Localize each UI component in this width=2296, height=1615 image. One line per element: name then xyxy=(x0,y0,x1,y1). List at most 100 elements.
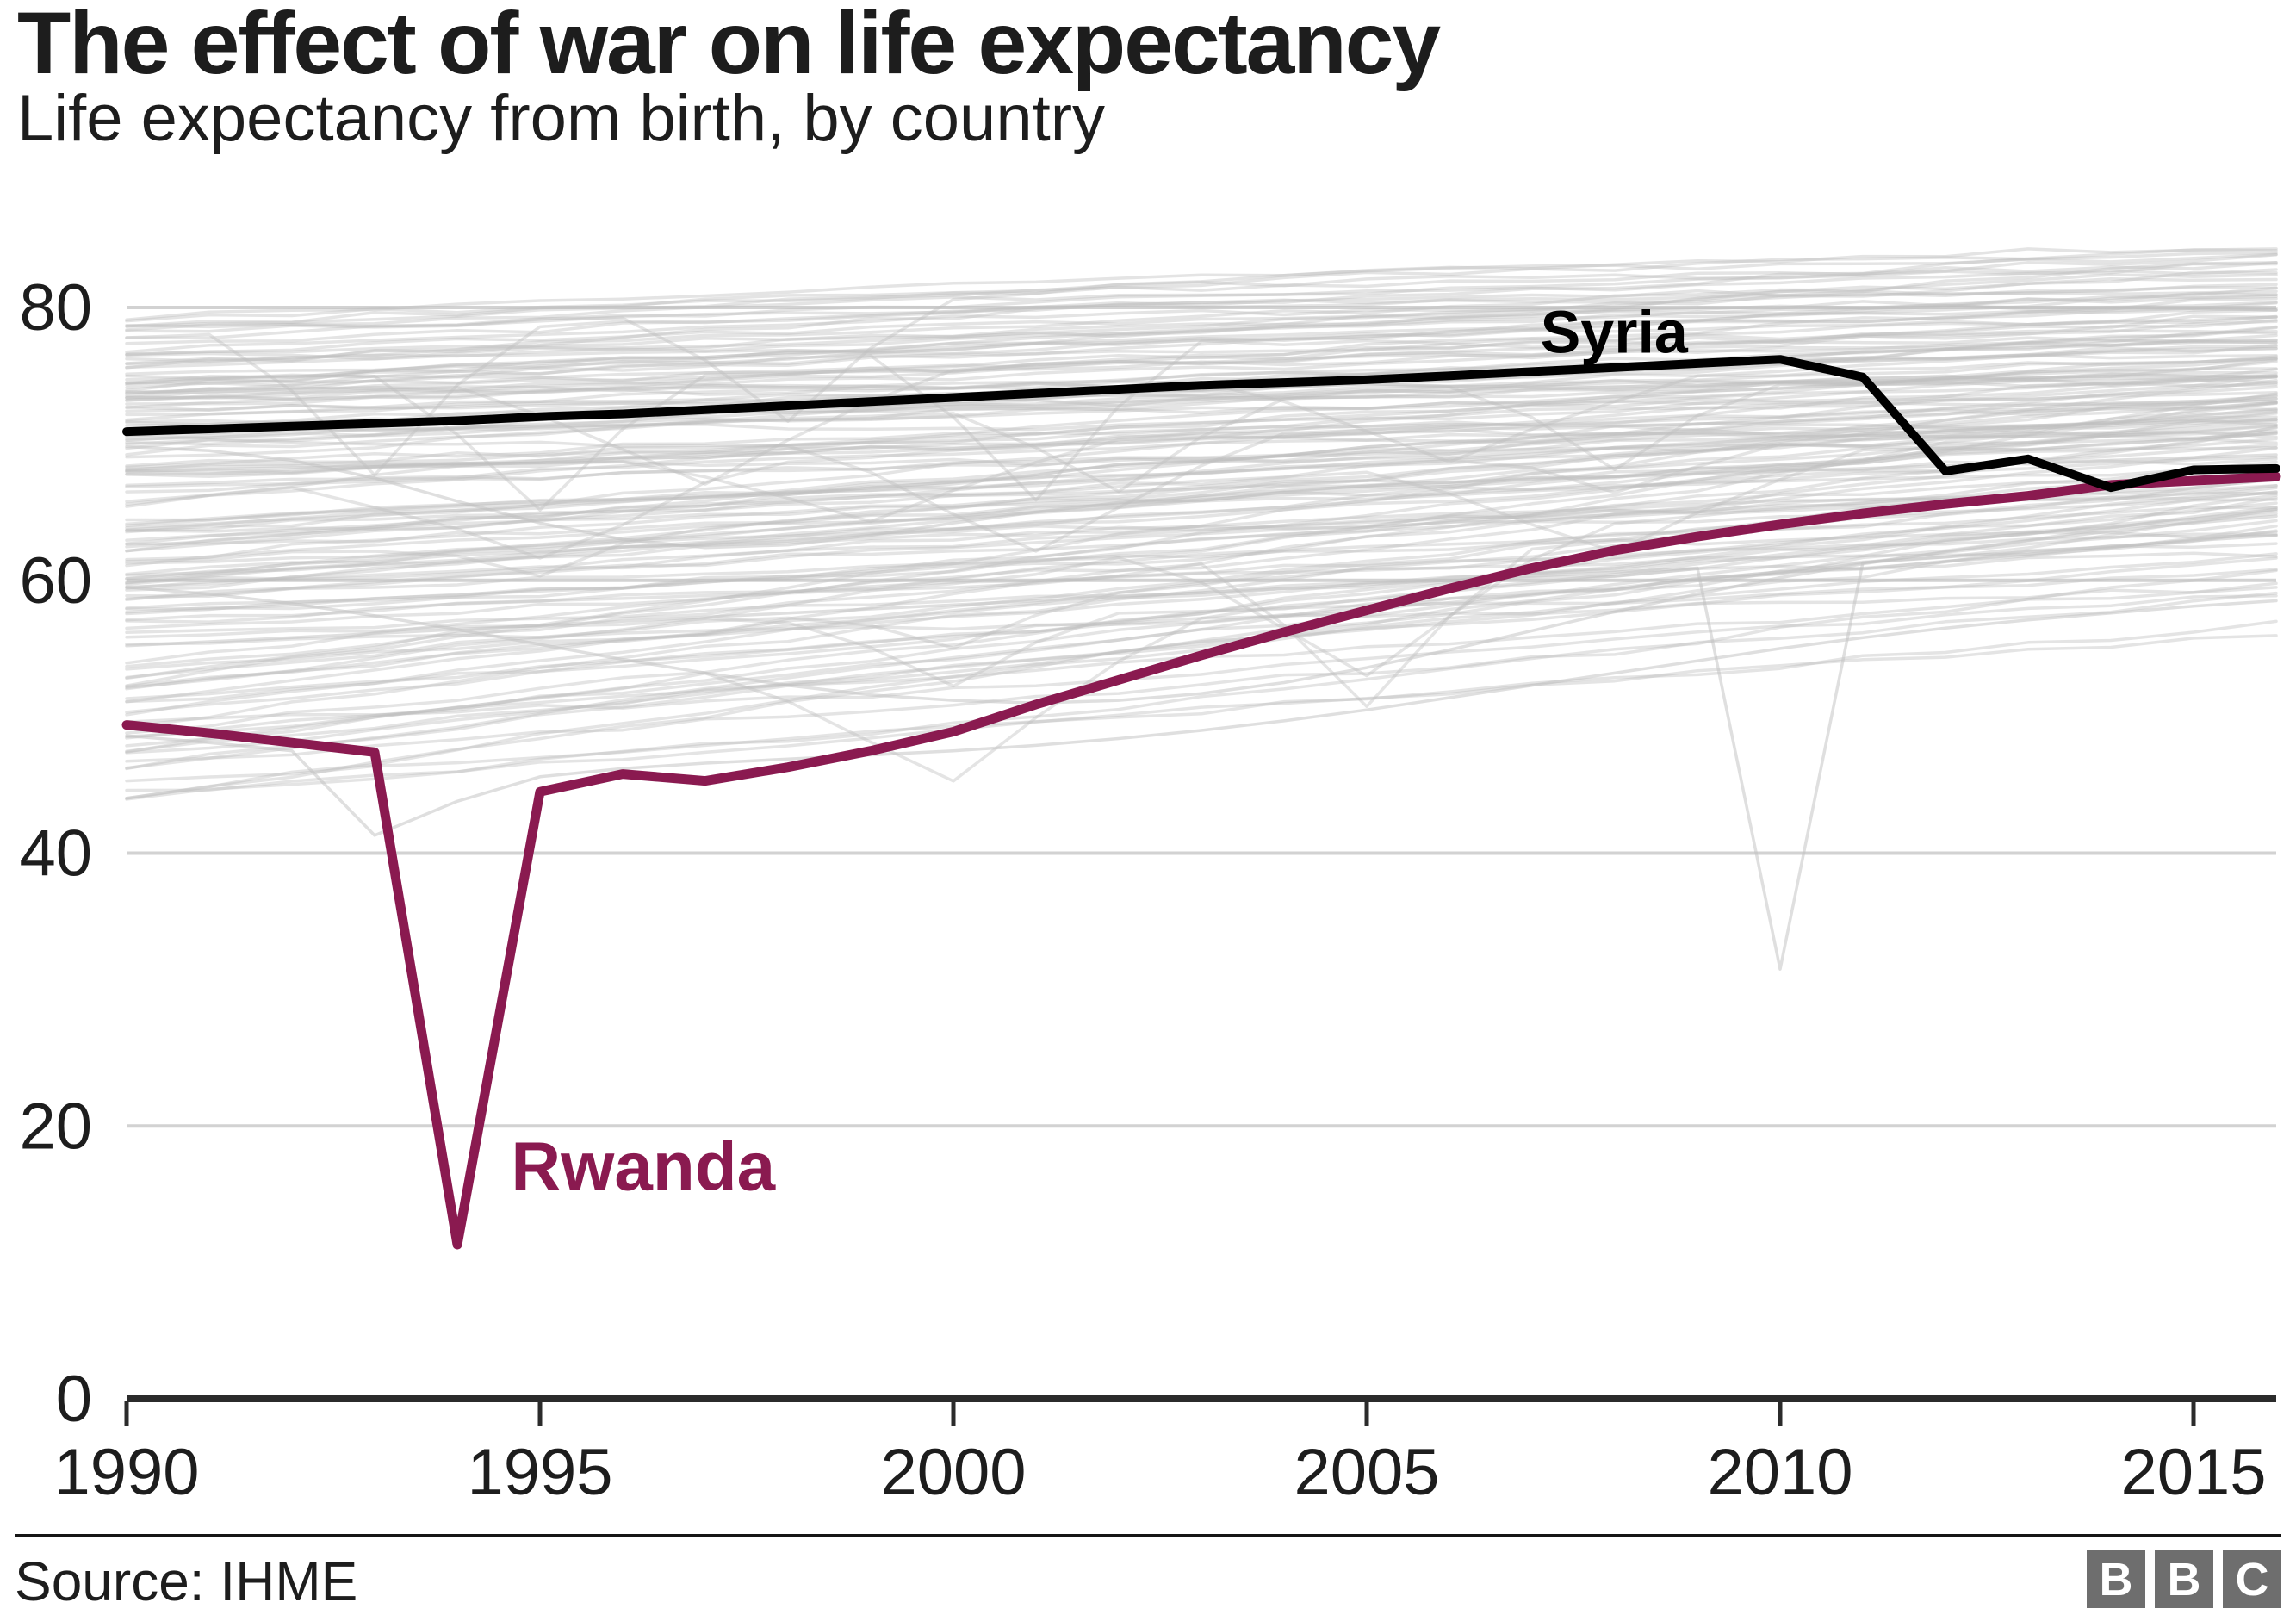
background-country-line xyxy=(125,277,2278,370)
background-country-line xyxy=(125,469,2278,678)
background-country-line xyxy=(125,619,2278,783)
background-country-line xyxy=(125,295,2278,393)
background-country-line xyxy=(125,457,2278,546)
bbc-logo-block-2: B xyxy=(2155,1550,2213,1608)
background-country-line xyxy=(125,345,2278,401)
footer-divider xyxy=(15,1534,2281,1537)
background-country-line xyxy=(125,394,2278,543)
background-country-line xyxy=(125,307,2278,386)
background-country-line xyxy=(125,359,2278,560)
background-country-line-notable xyxy=(125,444,2278,550)
background-country-line xyxy=(125,501,2278,680)
background-country-line xyxy=(125,314,2278,394)
background-country-line xyxy=(125,486,2278,714)
background-country-line xyxy=(125,507,2278,688)
background-country-line xyxy=(125,318,2278,512)
source-text: Source: IHME xyxy=(15,1550,358,1612)
background-country-line xyxy=(125,394,2278,578)
background-country-line xyxy=(125,556,2278,754)
background-country-line xyxy=(125,375,2278,432)
background-country-line xyxy=(125,568,2278,801)
y-tick-label: 0 xyxy=(56,1363,92,1436)
background-country-line xyxy=(125,467,2278,601)
x-tick-label: 2010 xyxy=(1707,1436,1852,1509)
background-country-line xyxy=(125,251,2278,328)
background-country-line xyxy=(125,410,2278,488)
bbc-logo-letter: B xyxy=(2167,1553,2201,1606)
background-country-line xyxy=(125,397,2278,524)
series-label-rwanda: Rwanda xyxy=(511,1128,775,1205)
background-country-line xyxy=(125,367,2278,506)
background-country-line xyxy=(125,392,2278,691)
page-subtitle: Life expectancy from birth, by country xyxy=(17,82,1106,155)
background-country-line xyxy=(125,460,2278,590)
background-country-line xyxy=(125,477,2278,611)
background-country-line xyxy=(125,296,2278,486)
background-country-line xyxy=(125,357,2278,459)
background-country-line xyxy=(125,373,2278,469)
background-country-line xyxy=(125,314,2278,397)
x-tick-label: 2000 xyxy=(880,1436,1026,1509)
background-country-line-notable xyxy=(125,514,2278,705)
background-country-line xyxy=(125,425,2278,668)
background-country-line xyxy=(125,455,2278,533)
background-country-line xyxy=(125,289,2278,329)
background-country-line xyxy=(125,400,2278,440)
bbc-logo-letter: B xyxy=(2099,1553,2133,1606)
background-country-line xyxy=(125,401,2278,704)
background-country-line xyxy=(125,437,2278,546)
background-country-line xyxy=(125,268,2278,328)
background-country-line xyxy=(125,532,2278,624)
background-country-line xyxy=(125,286,2278,387)
background-country-line xyxy=(125,529,2278,704)
background-country-line xyxy=(125,531,2278,599)
background-country-line xyxy=(125,320,2278,389)
background-country-line xyxy=(125,525,2278,800)
background-country-line xyxy=(125,261,2278,323)
background-country-line xyxy=(125,506,2278,616)
background-country-line xyxy=(125,507,2278,783)
background-country-line xyxy=(125,506,2278,755)
background-country-line xyxy=(125,372,2278,446)
background-country-line xyxy=(125,466,2278,568)
background-country-line xyxy=(125,423,2278,589)
background-country-line xyxy=(125,484,2278,729)
y-tick-label: 60 xyxy=(19,544,92,618)
background-country-line xyxy=(125,293,2278,357)
background-country-line xyxy=(125,315,2278,361)
background-country-line xyxy=(125,326,2278,422)
background-country-line-notable xyxy=(125,533,2278,971)
background-country-line xyxy=(125,329,2278,376)
background-country-line xyxy=(125,374,2278,504)
y-tick-label: 80 xyxy=(19,271,92,345)
background-country-line xyxy=(125,498,2278,586)
background-country-line xyxy=(125,374,2278,468)
background-country-line xyxy=(125,291,2278,356)
page-title: The effect of war on life expectancy xyxy=(17,0,1441,92)
background-country-line xyxy=(125,396,2278,553)
background-country-line xyxy=(125,339,2278,386)
x-tick-label: 2005 xyxy=(1294,1436,1439,1509)
background-country-line xyxy=(125,401,2278,474)
background-country-line xyxy=(125,247,2278,322)
background-country-line xyxy=(125,308,2278,410)
background-country-line xyxy=(125,446,2278,665)
background-country-line xyxy=(125,443,2278,581)
y-tick-label: 40 xyxy=(19,817,92,891)
x-tick-label: 1995 xyxy=(467,1436,612,1509)
background-country-line xyxy=(125,429,2278,554)
background-country-line xyxy=(125,495,2278,700)
x-tick-label: 1990 xyxy=(53,1436,199,1509)
background-country-line xyxy=(125,357,2278,494)
background-country-line xyxy=(125,286,2278,345)
background-country-line xyxy=(125,252,2278,333)
background-country-line xyxy=(125,307,2278,502)
background-country-line xyxy=(125,252,2278,423)
background-country-line xyxy=(125,262,2278,332)
background-country-line xyxy=(125,303,2278,354)
background-country-line xyxy=(125,338,2278,401)
bbc-logo-letter: C xyxy=(2235,1553,2269,1606)
bbc-logo-block-1: B xyxy=(2087,1550,2145,1608)
background-country-line xyxy=(125,273,2278,365)
